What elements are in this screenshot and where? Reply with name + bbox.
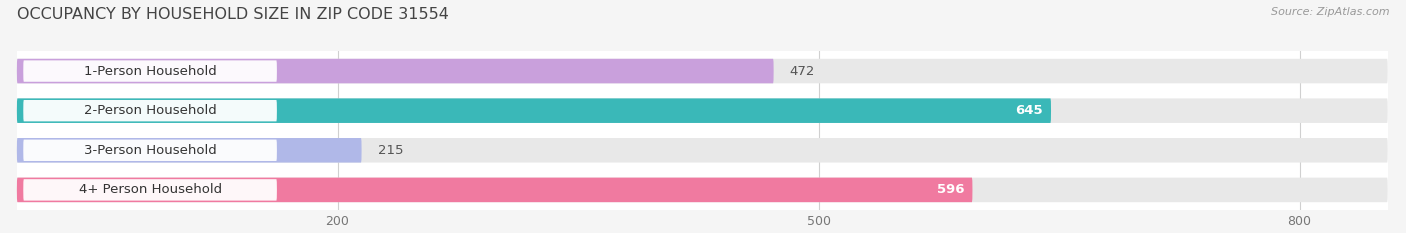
FancyBboxPatch shape (24, 60, 277, 82)
FancyBboxPatch shape (17, 178, 973, 202)
FancyBboxPatch shape (17, 138, 1388, 163)
Text: 1-Person Household: 1-Person Household (84, 65, 217, 78)
Text: 2-Person Household: 2-Person Household (84, 104, 217, 117)
Text: 4+ Person Household: 4+ Person Household (79, 183, 222, 196)
FancyBboxPatch shape (17, 59, 1388, 83)
FancyBboxPatch shape (24, 140, 277, 161)
Text: 596: 596 (936, 183, 965, 196)
FancyBboxPatch shape (17, 138, 361, 163)
FancyBboxPatch shape (17, 59, 773, 83)
FancyBboxPatch shape (17, 98, 1052, 123)
FancyBboxPatch shape (24, 179, 277, 201)
Text: 472: 472 (790, 65, 815, 78)
Text: OCCUPANCY BY HOUSEHOLD SIZE IN ZIP CODE 31554: OCCUPANCY BY HOUSEHOLD SIZE IN ZIP CODE … (17, 7, 449, 22)
Text: Source: ZipAtlas.com: Source: ZipAtlas.com (1271, 7, 1389, 17)
FancyBboxPatch shape (17, 178, 1388, 202)
Text: 3-Person Household: 3-Person Household (84, 144, 217, 157)
Text: 215: 215 (378, 144, 404, 157)
FancyBboxPatch shape (24, 100, 277, 121)
FancyBboxPatch shape (17, 98, 1388, 123)
Text: 645: 645 (1015, 104, 1043, 117)
